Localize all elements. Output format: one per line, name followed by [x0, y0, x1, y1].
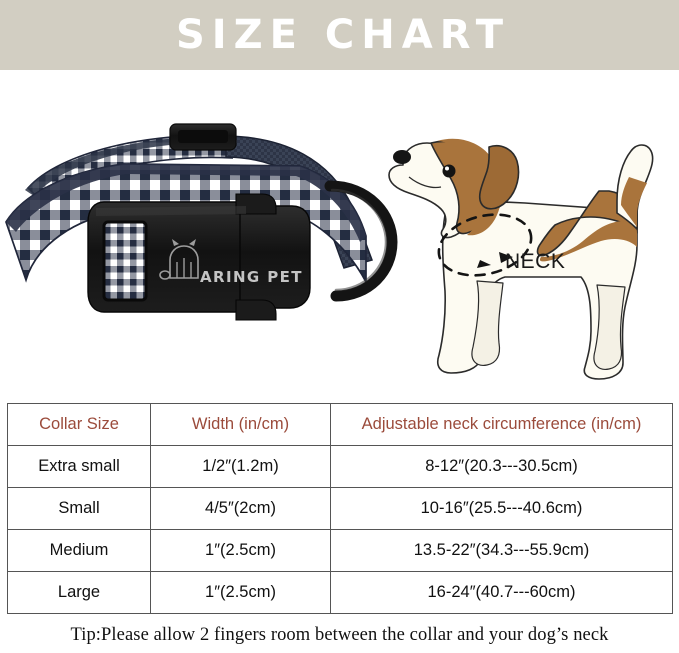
table-row: Medium 1″(2.5cm) 13.5-22″(34.3---55.9cm) — [7, 529, 673, 572]
table-row: Small 4/5″(2cm) 10-16″(25.5---40.6cm) — [7, 487, 673, 530]
dog-neck-measure-diagram — [385, 105, 679, 390]
collar-d-ring — [324, 180, 398, 302]
column-header-neck: Adjustable neck circumference (in/cm) — [330, 403, 673, 446]
cell-neck: 16-24″(40.7---60cm) — [330, 571, 673, 614]
page-title: SIZE CHART — [175, 12, 511, 58]
table-row: Extra small 1/2″(1.2m) 8-12″(20.3---30.5… — [7, 445, 673, 488]
size-chart-header-band: SIZE CHART — [0, 0, 679, 70]
collar-buckle: ARING PET — [87, 193, 311, 321]
cell-size: Large — [7, 571, 151, 614]
cell-width: 4/5″(2cm) — [150, 487, 331, 530]
table-header-row: Collar Size Width (in/cm) Adjustable nec… — [7, 403, 673, 446]
buckle-brand-text: ARING PET — [200, 268, 303, 286]
cell-size: Extra small — [7, 445, 151, 488]
cell-size: Medium — [7, 529, 151, 572]
cell-neck: 10-16″(25.5---40.6cm) — [330, 487, 673, 530]
tip-note: Tip:Please allow 2 fingers room between … — [70, 625, 609, 645]
neck-label: NECK — [505, 250, 566, 273]
collar-slider-keeper — [169, 123, 237, 151]
cell-neck: 8-12″(20.3---30.5cm) — [330, 445, 673, 488]
cell-neck: 13.5-22″(34.3---55.9cm) — [330, 529, 673, 572]
cell-size: Small — [7, 487, 151, 530]
cell-width: 1″(2.5cm) — [150, 529, 331, 572]
hero-section: ARING PET — [0, 70, 679, 390]
column-header-collar-size: Collar Size — [7, 403, 151, 446]
dog-collar-photo: ARING PET — [0, 110, 400, 350]
buckle-brand-logo — [159, 239, 199, 280]
neck-measure-dashed-ellipse — [437, 213, 533, 277]
table-row: Large 1″(2.5cm) 16-24″(40.7---60cm) — [7, 571, 673, 614]
dog-eye — [442, 164, 456, 178]
cell-width: 1″(2.5cm) — [150, 571, 331, 614]
cell-width: 1/2″(1.2m) — [150, 445, 331, 488]
size-chart-table: Collar Size Width (in/cm) Adjustable nec… — [7, 403, 673, 614]
dog-nose — [393, 150, 411, 164]
column-header-width: Width (in/cm) — [150, 403, 331, 446]
